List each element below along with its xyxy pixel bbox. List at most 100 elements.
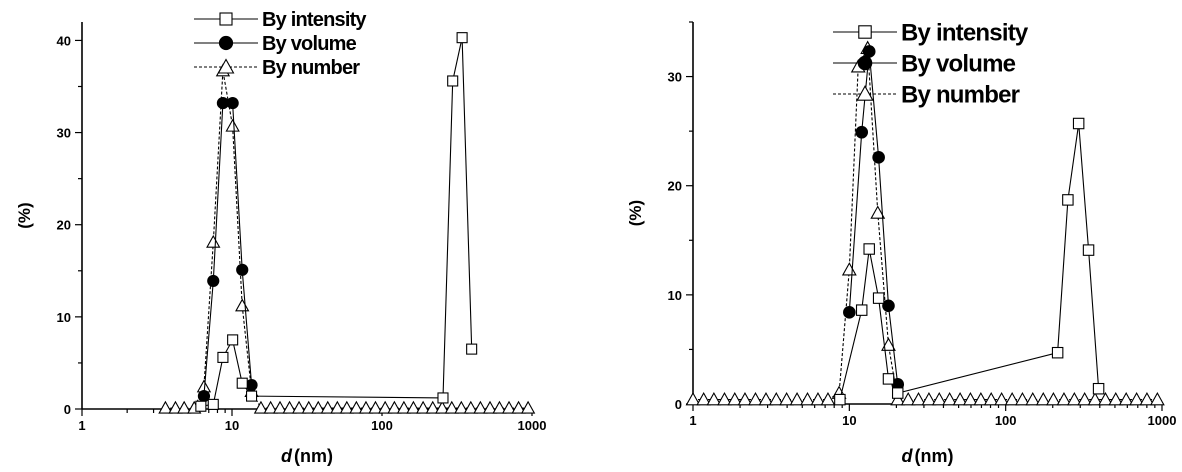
chart-1-x-tick-label: 10: [225, 418, 239, 433]
chart-2-data-point: [1149, 392, 1165, 406]
chart-2-data-point: [696, 392, 712, 406]
chart-1-data-point: [511, 400, 526, 414]
chart-2-series-line: [848, 51, 899, 385]
chart-2-y-tick-label: 10: [668, 288, 682, 303]
chart-2-y-tick-label: 20: [668, 179, 682, 194]
chart-1-data-point: [272, 400, 288, 414]
chart-1-y-tick-label: 0: [64, 402, 71, 417]
chart-1-data-point: [207, 398, 219, 410]
chart-1-data-point: [236, 377, 248, 389]
chart-1-data-point: [320, 400, 335, 414]
chart-1-data-point: [217, 351, 229, 363]
chart-1-data-point: [168, 400, 183, 414]
chart-2-legend-label: By intensity: [901, 20, 1029, 47]
chart-2-data-point: [1139, 392, 1155, 406]
chart-2-data-point: [834, 393, 846, 406]
chart-2-data-point: [1035, 392, 1051, 406]
chart-2-x-axis-label-unit: (nm): [915, 446, 954, 466]
chart-1-data-point: [520, 400, 536, 414]
chart-2-x-tick-label: 1: [689, 413, 696, 428]
chart-2-data-point: [841, 262, 857, 276]
chart-1-data-point: [282, 400, 297, 414]
chart-2-data-point: [855, 125, 869, 139]
chart-2-data-point: [727, 392, 743, 406]
chart-1-data-point: [206, 234, 221, 248]
chart-1-data-point: [463, 400, 479, 414]
chart-2-data-point: [1087, 392, 1103, 406]
chart-1-y-tick-label: 30: [57, 126, 71, 141]
chart-1-legend-label: By intensity: [262, 9, 367, 31]
chart-2-data-point: [855, 304, 868, 316]
chart-1-data-point: [330, 400, 345, 414]
chart-1-data-point: [226, 96, 239, 110]
chart-1-data-point: [425, 400, 440, 414]
chart-1-data-point: [456, 32, 468, 44]
chart-2-data-point: [843, 306, 856, 319]
chart-1-data-point: [263, 400, 278, 414]
chart-2-data-point: [1098, 392, 1113, 406]
chart-1-x-axis-label-symbol: d: [281, 446, 293, 466]
chart-2-data-point: [900, 392, 916, 406]
chart-2-data-point: [921, 392, 937, 406]
chart-1-legend-label: By volume: [262, 33, 357, 55]
chart-2-data-point: [952, 392, 968, 406]
chart-1-data-point: [492, 400, 507, 414]
chart-1-data-point: [311, 400, 326, 414]
chart-2-data-point: [994, 392, 1010, 406]
chart-1-data-point: [207, 274, 220, 288]
chart-2-data-point: [800, 392, 815, 406]
chart-1-data-point: [253, 400, 269, 414]
chart-2-data-point: [863, 243, 875, 255]
chart-2-legend-marker: [857, 55, 873, 71]
chart-2-data-point: [1066, 392, 1082, 406]
chart-1-data-point: [437, 392, 449, 404]
chart-1-x-axis-label: d (nm): [281, 446, 333, 466]
chart-1-data-point: [415, 400, 431, 414]
chart-2-data-point: [973, 392, 989, 406]
chart-2-data-point: [882, 373, 895, 385]
chart-2-data-point: [820, 392, 836, 406]
chart-1-data-point: [444, 400, 459, 414]
chart-1-data-point: [349, 400, 364, 414]
chart-1-data-point: [225, 118, 240, 132]
chart-1-legend-label: By number: [262, 57, 360, 79]
chart-2-data-point: [737, 392, 753, 406]
chart-1-data-point: [454, 400, 469, 414]
chart-2-data-point: [685, 392, 701, 406]
chart-1-data-point: [236, 263, 249, 276]
chart-1-data-point: [227, 334, 239, 346]
chart-2-legend-marker: [856, 85, 874, 101]
chart-2-series-line: [693, 46, 1158, 401]
chart-1-data-point: [482, 400, 498, 414]
chart-2-data-point: [1077, 392, 1093, 406]
chart-2-data-point: [1082, 244, 1095, 256]
chart-1-data-point: [158, 400, 173, 414]
chart-2-data-point: [717, 392, 732, 406]
chart-1-x-tick-label: 1: [78, 418, 85, 433]
chart-2-data-point: [779, 392, 795, 406]
chart-2-legend: By intensity By volume By number: [833, 20, 1030, 109]
chart-1-data-point: [447, 75, 459, 87]
chart-1-data-point: [435, 400, 450, 414]
chart-2-data-point: [983, 392, 999, 406]
chart-2-x-tick-label: 1000: [1148, 413, 1177, 428]
chart-2-data-point: [1045, 392, 1061, 406]
chart-2-data-point: [748, 392, 763, 406]
chart-2-data-point: [1051, 346, 1064, 359]
chart-2-data-point: [931, 392, 947, 406]
chart-2-data-point: [870, 205, 886, 219]
chart-1-legend-marker: [219, 12, 233, 26]
chart-1-data-point: [387, 400, 402, 414]
chart-2-data-point: [890, 392, 906, 406]
chart-1-data-point: [235, 298, 250, 312]
chart-1-y-tick-label: 20: [57, 218, 71, 233]
chart-1-data-point: [396, 400, 412, 414]
chart-1-data-point: [501, 400, 517, 414]
chart-2-data-point: [1025, 392, 1041, 406]
chart-1-data-point: [368, 400, 383, 414]
chart-2-x-axis-label: d (nm): [902, 446, 954, 466]
chart-1-legend-marker: [217, 58, 235, 74]
chart-1-data-point: [358, 400, 374, 414]
